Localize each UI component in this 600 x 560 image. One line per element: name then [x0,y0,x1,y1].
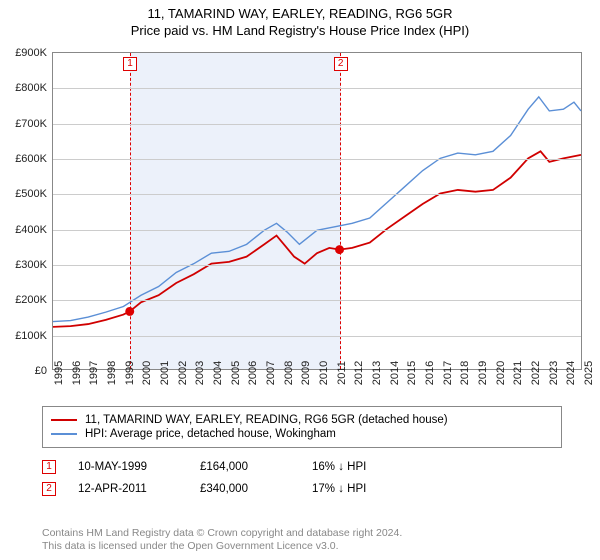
x-tick-label: 2019 [477,361,489,385]
attribution-text: Contains HM Land Registry data © Crown c… [42,527,562,554]
x-tick-label: 2009 [300,361,312,385]
sale-price: £164,000 [200,461,290,473]
x-tick-label: 2023 [548,361,560,385]
x-tick-label: 2012 [353,361,365,385]
x-tick-label: 2000 [141,361,153,385]
x-tick-label: 1997 [88,361,100,385]
sale-marker-box: 2 [334,57,348,71]
sale-row: 1 10-MAY-1999 £164,000 16% ↓ HPI [42,456,562,478]
attribution-line: This data is licensed under the Open Gov… [42,540,562,554]
x-tick-label: 2022 [530,361,542,385]
x-tick-label: 2025 [583,361,595,385]
y-tick-label: £200K [15,294,47,306]
x-tick-label: 2014 [389,361,401,385]
chart-subtitle: Price paid vs. HM Land Registry's House … [0,21,600,38]
legend-row: HPI: Average price, detached house, Woki… [51,427,553,441]
y-tick-label: £400K [15,224,47,236]
x-tick-label: 1998 [106,361,118,385]
gridline [53,230,581,231]
sale-date: 10-MAY-1999 [78,461,178,473]
gridline [53,159,581,160]
gridline [53,265,581,266]
sale-price: £340,000 [200,483,290,495]
y-tick-label: £900K [15,47,47,59]
x-tick-label: 2013 [371,361,383,385]
sale-row-marker: 2 [42,482,56,496]
series-line-hpi [53,97,581,322]
x-tick-label: 2001 [159,361,171,385]
x-tick-label: 2015 [406,361,418,385]
sale-date: 12-APR-2011 [78,483,178,495]
attribution-line: Contains HM Land Registry data © Crown c… [42,527,562,541]
chart-title: 11, TAMARIND WAY, EARLEY, READING, RG6 5… [0,0,600,21]
legend-label: HPI: Average price, detached house, Woki… [85,428,336,440]
plot-svg [53,53,581,369]
x-tick-label: 2007 [265,361,277,385]
x-tick-label: 2018 [459,361,471,385]
gridline [53,124,581,125]
x-tick-label: 1999 [124,361,136,385]
x-tick-label: 2004 [212,361,224,385]
x-tick-label: 2024 [565,361,577,385]
x-tick-label: 2005 [230,361,242,385]
x-tick-label: 2002 [177,361,189,385]
x-tick-label: 2006 [247,361,259,385]
x-tick-label: 2017 [442,361,454,385]
x-tick-label: 2003 [194,361,206,385]
x-tick-label: 2011 [336,361,348,385]
sales-table: 1 10-MAY-1999 £164,000 16% ↓ HPI 2 12-APR-201… [42,456,562,500]
sale-dot [125,307,134,316]
sale-row: 2 12-APR-2011 £340,000 17% ↓ HPI [42,478,562,500]
sale-dot [335,245,344,254]
gridline [53,194,581,195]
y-tick-label: £700K [15,118,47,130]
x-tick-label: 2016 [424,361,436,385]
y-tick-label: £800K [15,82,47,94]
legend-swatch [51,433,77,435]
y-tick-label: £600K [15,153,47,165]
x-tick-label: 1995 [53,361,65,385]
x-tick-label: 2020 [495,361,507,385]
gridline [53,300,581,301]
y-tick-label: £100K [15,330,47,342]
sale-diff: 17% ↓ HPI [312,483,422,495]
x-tick-label: 2021 [512,361,524,385]
legend-swatch [51,419,77,421]
x-tick-label: 2010 [318,361,330,385]
chart-plot-area: £0£100K£200K£300K£400K£500K£600K£700K£80… [52,52,582,370]
x-tick-label: 2008 [283,361,295,385]
legend-box: 11, TAMARIND WAY, EARLEY, READING, RG6 5… [42,406,562,448]
y-tick-label: £300K [15,259,47,271]
sale-row-marker: 1 [42,460,56,474]
y-tick-label: £0 [35,365,47,377]
chart-container: 11, TAMARIND WAY, EARLEY, READING, RG6 5… [0,0,600,560]
gridline [53,336,581,337]
sale-marker-box: 1 [123,57,137,71]
legend-label: 11, TAMARIND WAY, EARLEY, READING, RG6 5… [85,414,448,426]
legend-row: 11, TAMARIND WAY, EARLEY, READING, RG6 5… [51,413,553,427]
gridline [53,88,581,89]
sale-diff: 16% ↓ HPI [312,461,422,473]
y-tick-label: £500K [15,188,47,200]
x-tick-label: 1996 [71,361,83,385]
